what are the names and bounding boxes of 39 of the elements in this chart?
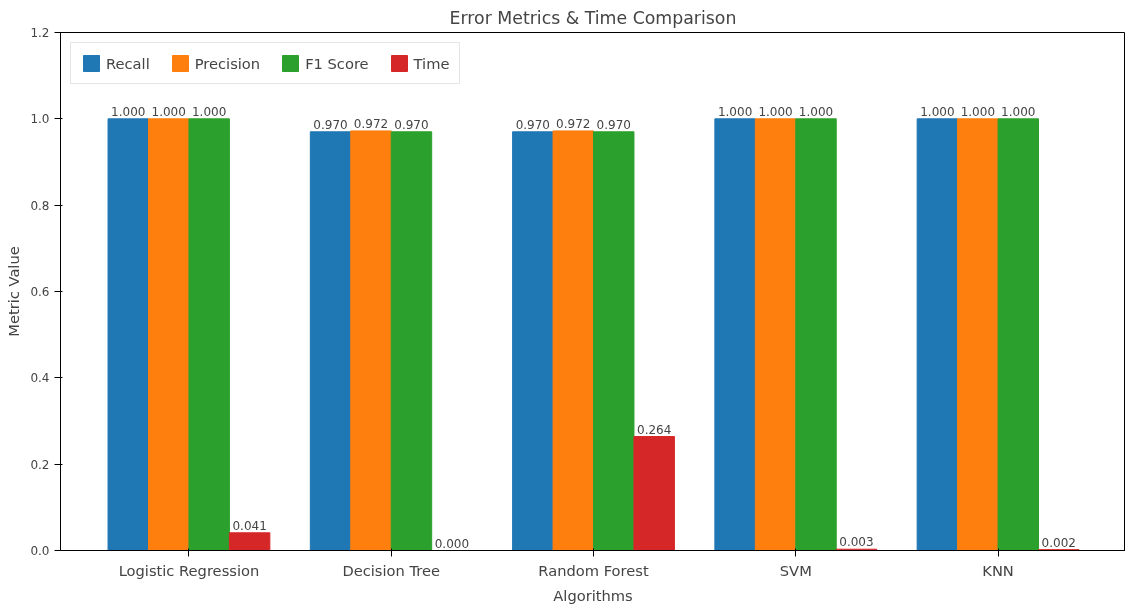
legend-label: F1 Score [305,54,369,72]
chart-title: Error Metrics & Time Comparison [449,7,737,28]
y-tick-label: 0.4 [30,371,50,386]
y-tick-label: 0.6 [30,285,50,299]
x-axis-title: Algorithms [553,586,633,604]
data-label: 1.000 [111,104,146,119]
data-label: 1.000 [151,104,186,119]
data-label: 0.970 [596,117,631,132]
data-label: 1.000 [758,104,793,119]
data-label: 0.002 [1041,535,1076,550]
data-label: 1.000 [1001,104,1036,119]
y-axis-title: Metric Value [5,246,23,337]
data-label: 0.264 [637,422,672,437]
y-tick-label: 0.2 [30,457,50,472]
x-tick-label: Logistic Regression [118,561,260,579]
data-label: 0.970 [515,117,550,132]
data-label: 1.000 [960,104,996,119]
y-tick-label: 1.0 [30,112,50,127]
data-label: 1.000 [717,104,753,119]
data-label: 0.000 [434,536,470,551]
x-tick-label: KNN [982,561,1014,579]
data-label: 0.003 [839,535,874,550]
data-label: 0.970 [313,117,348,132]
data-label: 1.000 [192,104,227,119]
data-label: 1.000 [798,104,834,119]
data-label: 1.000 [920,104,955,119]
data-label: 0.041 [232,518,267,533]
data-label: 0.970 [394,117,429,132]
y-tick-label: 0.0 [30,544,50,558]
legend-label: Precision [194,54,261,72]
y-tick-label: 0.8 [30,198,50,213]
y-tick-label: 1.2 [30,26,50,40]
x-tick-label: Decision Tree [342,561,441,579]
x-tick-label: SVM [779,561,812,579]
legend-label: Recall [106,54,150,72]
data-label: 0.972 [556,116,591,131]
x-tick-label: Random Forest [538,561,649,579]
data-label: 0.972 [353,116,389,131]
legend-label: Time [413,54,450,72]
